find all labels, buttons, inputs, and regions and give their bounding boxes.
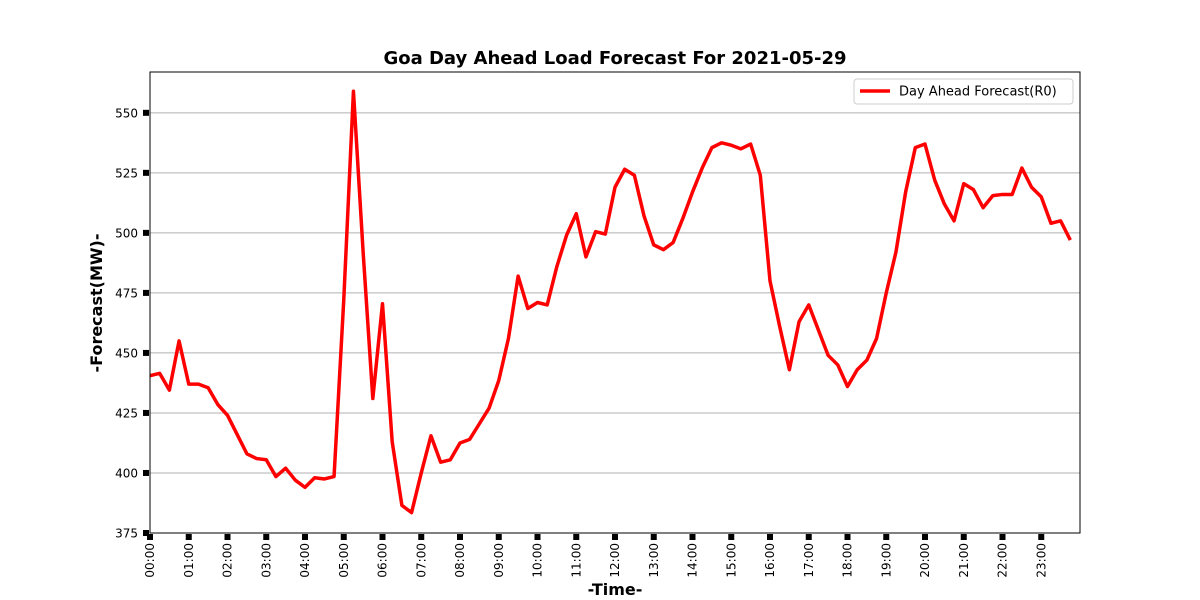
x-tick-mark (573, 534, 580, 540)
x-tick-mark (883, 534, 890, 540)
chart-title: Goa Day Ahead Load Forecast For 2021-05-… (383, 48, 846, 69)
legend-label: Day Ahead Forecast(R0) (899, 85, 1057, 100)
y-tick-label: 500 (115, 226, 138, 240)
x-tick-label: 22:00 (996, 543, 1010, 578)
x-tick-label: 21:00 (957, 543, 971, 578)
x-tick-label: 08:00 (453, 543, 467, 578)
x-tick-mark (534, 534, 541, 540)
x-tick-label: 19:00 (879, 543, 893, 578)
y-tick-mark (143, 349, 149, 356)
x-tick-mark (340, 534, 347, 540)
x-tick-mark (960, 534, 967, 540)
x-tick-label: 11:00 (569, 543, 583, 578)
y-tick-mark (143, 530, 149, 536)
x-tick-mark (302, 534, 308, 540)
x-tick-label: 06:00 (376, 543, 390, 578)
y-tick-label: 375 (115, 527, 138, 541)
series-line (149, 89, 1072, 515)
x-tick-label: 18:00 (841, 543, 855, 578)
gridlines (150, 112, 1080, 534)
x-tick-mark (650, 534, 657, 540)
y-tick-label: 450 (115, 346, 138, 360)
legend-box (853, 78, 1074, 105)
x-tick-mark (689, 534, 696, 540)
x-tick-label: 03:00 (259, 543, 273, 578)
x-tick-label: 15:00 (724, 543, 738, 578)
x-tick-label: 01:00 (182, 543, 196, 578)
y-tick-mark (143, 289, 149, 296)
x-tick-label: 12:00 (608, 543, 622, 578)
y-tick-mark (143, 229, 149, 236)
y-tick-mark (143, 409, 149, 416)
x-tick-mark (805, 534, 812, 540)
plot-area (149, 71, 1081, 534)
y-tick-label: 525 (115, 166, 138, 180)
y-tick-label: 475 (115, 286, 138, 300)
x-tick-label: 05:00 (337, 543, 351, 578)
x-tick-mark (185, 534, 192, 540)
x-tick-mark (379, 534, 386, 540)
x-axis-label: -Time- (588, 580, 643, 599)
x-tick-mark (224, 534, 231, 540)
series-layer (149, 89, 1072, 515)
y-tick-label: 425 (115, 406, 138, 420)
x-tick-mark (999, 534, 1006, 540)
x-tick-label: 04:00 (298, 543, 312, 578)
x-tick-label: 07:00 (414, 543, 428, 578)
x-tick-label: 14:00 (686, 543, 700, 578)
y-axis-label: -Forecast(MW)- (87, 234, 106, 373)
y-tick-mark (143, 469, 149, 476)
x-tick-mark (457, 534, 463, 540)
legend: Day Ahead Forecast(R0) (853, 78, 1074, 105)
y-axis-ticks: 375 400 425 450 475 500 525 550 (115, 106, 149, 541)
y-tick-mark (143, 169, 149, 176)
x-tick-label: 02:00 (221, 543, 235, 578)
x-tick-mark (147, 534, 153, 540)
y-tick-label: 400 (115, 466, 138, 480)
x-axis-ticks: 00:00 01:00 02:00 03:00 04:00 05:00 06:00 07:00… (143, 534, 1048, 578)
x-tick-mark (418, 534, 425, 540)
x-tick-mark (767, 534, 773, 540)
x-tick-label: 20:00 (918, 543, 932, 578)
x-tick-mark (495, 534, 502, 540)
x-tick-label: 17:00 (802, 543, 816, 578)
y-tick-mark (143, 109, 149, 116)
x-tick-mark (263, 534, 270, 540)
x-tick-label: 10:00 (531, 543, 545, 578)
x-tick-mark (844, 534, 851, 540)
x-tick-mark (1038, 534, 1045, 540)
x-tick-label: 00:00 (143, 543, 157, 578)
x-tick-label: 09:00 (492, 543, 506, 578)
x-tick-label: 23:00 (1034, 543, 1048, 578)
x-tick-label: 13:00 (647, 543, 661, 578)
x-tick-label: 16:00 (763, 543, 777, 578)
x-tick-mark (922, 534, 928, 540)
x-tick-mark (612, 534, 618, 540)
x-tick-mark (728, 534, 735, 540)
y-tick-label: 550 (115, 106, 138, 120)
